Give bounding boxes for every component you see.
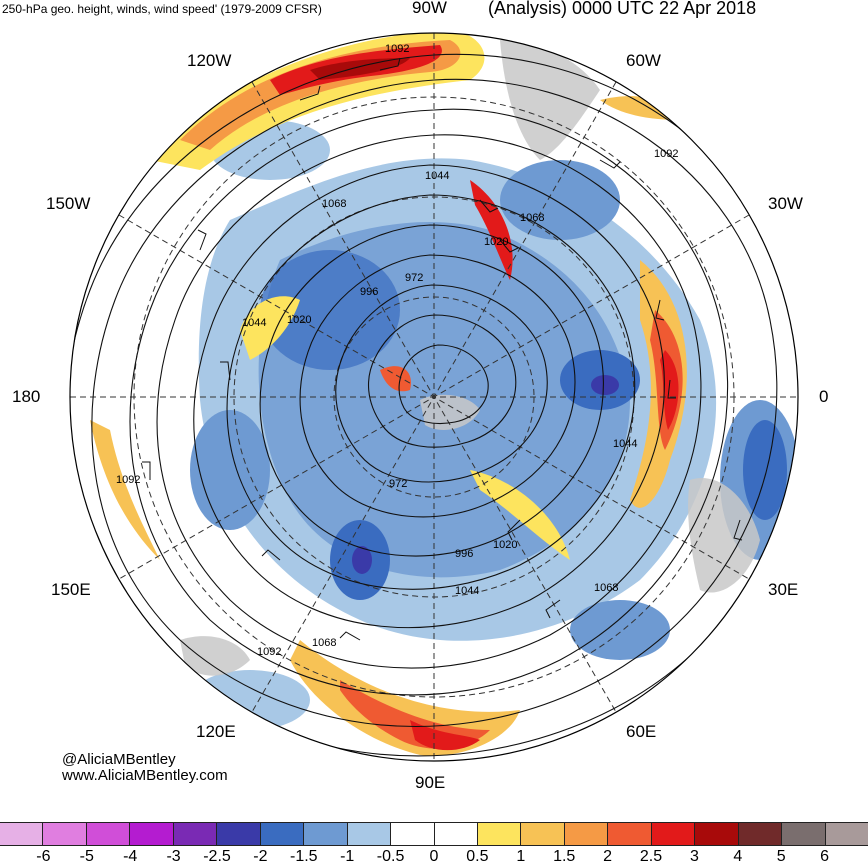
colorbar-tick-label: 5 [776, 848, 786, 865]
lon-label-180: 180 [12, 387, 41, 406]
contour-label: 996 [455, 548, 473, 560]
colorbar-tick-label: -1.5 [290, 848, 318, 865]
colorbar-swatch [608, 823, 652, 845]
contour-label: 1020 [484, 236, 508, 248]
colorbar-swatch [173, 823, 218, 845]
colorbar-swatch [217, 823, 261, 845]
contour-label: 1092 [116, 474, 140, 486]
colorbar-tick-label: 1 [516, 848, 526, 865]
credit-handle: @AliciaMBentley [62, 751, 176, 768]
lon-label-60e: 60E [626, 722, 657, 741]
lon-label-30w: 30W [768, 194, 803, 213]
colorbar-swatch [434, 823, 478, 845]
contour-label: 1020 [493, 539, 517, 551]
map-disk: 1092 1092 1092 1092 1068 1068 1068 1068 … [70, 33, 798, 761]
colorbar-tick-label: 1.5 [553, 848, 576, 865]
contour-label: 972 [405, 272, 423, 284]
contour-label: 1044 [425, 170, 449, 182]
contour-label: 996 [360, 286, 378, 298]
colorbar-swatch [304, 823, 348, 845]
contour-label: 1068 [312, 637, 336, 649]
analysis-time: (Analysis) 0000 UTC 22 Apr 2018 [488, 0, 757, 18]
land-gray [180, 40, 760, 676]
contour-label: 1068 [594, 582, 618, 594]
colorbar-tick-label: 4 [733, 848, 743, 865]
colorbar-tick-label: -2.5 [203, 848, 231, 865]
lon-label-150e: 150E [51, 580, 91, 599]
contour-label: 1068 [322, 198, 346, 210]
colorbar-tick-label: -4 [123, 848, 138, 865]
colorbar-tick-label: 6 [820, 848, 830, 865]
colorbar-swatch [651, 823, 696, 845]
colorbar-tick-label: 2 [603, 848, 613, 865]
colorbar-swatch [564, 823, 609, 845]
colorbar-swatch [695, 823, 739, 845]
polar-map: 1092 1092 1092 1092 1068 1068 1068 1068 … [69, 32, 799, 762]
graticule [70, 33, 798, 761]
colorbar-tick-label: -2 [253, 848, 268, 865]
lon-label-30e: 30E [768, 580, 799, 599]
contour-label: 1044 [242, 317, 266, 329]
contour-label: 1092 [654, 148, 678, 160]
contour-label: 1068 [520, 212, 544, 224]
colorbar-swatch [43, 823, 87, 845]
colorbar-tick-label: -0.5 [376, 848, 405, 865]
colorbar-swatch [782, 823, 826, 845]
colorbar-swatch [738, 823, 783, 845]
map-boundary [69, 32, 799, 762]
colorbar-swatch [86, 823, 131, 845]
colorbar-swatch [825, 823, 868, 845]
colorbar-tick-label: 0.5 [466, 848, 489, 865]
colorbar-swatch [477, 823, 522, 845]
lon-label-120w: 120W [187, 51, 232, 70]
contour-label: 1092 [257, 646, 281, 658]
colorbar-tick-label: -3 [166, 848, 181, 865]
colorbar-tick-label: 0 [429, 848, 439, 865]
lon-label-150w: 150W [46, 194, 91, 213]
colorbar-swatch [347, 823, 392, 845]
colorbar-tick-label: 3 [689, 848, 699, 865]
colorbar-tick-label: -1 [340, 848, 355, 865]
colorbar-tick-label: 2.5 [639, 848, 663, 865]
colorbar-swatch [130, 823, 174, 845]
contour-label: 1044 [455, 585, 479, 597]
lon-label-120e: 120E [196, 722, 236, 741]
colorbar-tick-label: -5 [79, 848, 94, 865]
colorbar-swatch [391, 823, 435, 845]
contour-labels: 1092 1092 1092 1092 1068 1068 1068 1068 … [116, 43, 678, 658]
colorbar-ticks: -6 -5 -4 -3 -2.5 -2 -1.5 -1 -0.5 0 0.5 1 1.5 2 2.5 3 4 5 6 [0, 848, 868, 866]
colorbar-swatch [521, 823, 565, 845]
lon-label-90w: 90W [412, 0, 447, 17]
lon-label-0: 0 [819, 387, 829, 406]
contour-label: 1092 [385, 43, 409, 55]
colorbar-tick-label: -6 [36, 848, 51, 865]
lon-label-90e: 90E [415, 773, 446, 792]
lon-label-60w: 60W [626, 51, 661, 70]
contour-label: 972 [389, 478, 407, 490]
contour-label: 1044 [613, 438, 637, 450]
contour-label: 1020 [287, 314, 311, 326]
credit-website: www.AliciaMBentley.com [62, 767, 228, 784]
credit: @AliciaMBentley www.AliciaMBentley.com [62, 752, 228, 784]
colorbar [0, 822, 868, 846]
colorbar-swatch [260, 823, 305, 845]
map-title: 250-hPa geo. height, winds, wind speed' … [2, 2, 322, 16]
colorbar-swatch [0, 823, 44, 845]
